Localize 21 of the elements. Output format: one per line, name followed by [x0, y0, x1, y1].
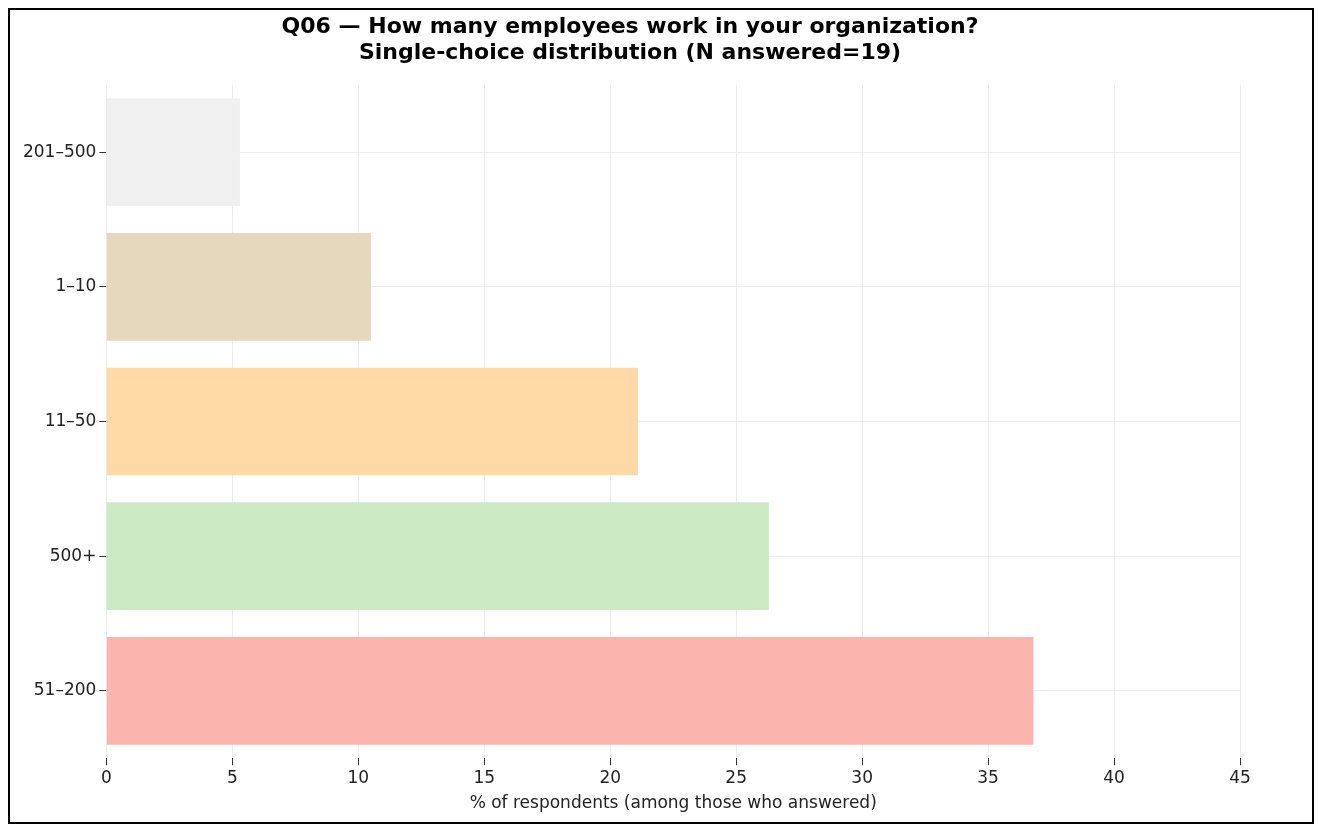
chart-title: Q06 — How many employees work in your organization? Single-choice distribution (N answered=19) — [281, 12, 979, 65]
bar — [106, 232, 371, 341]
x-axis-title: % of respondents (among those who answered) — [469, 792, 877, 813]
y-tick-label: 11–50 — [44, 409, 97, 430]
y-tick-label: 1–10 — [55, 275, 97, 296]
x-tick-label: 15 — [473, 766, 496, 787]
x-tick-label: 20 — [599, 766, 622, 787]
x-tick-label: 30 — [851, 766, 873, 787]
bar — [106, 502, 769, 611]
bar — [106, 636, 1034, 745]
x-tick-label: 40 — [1103, 766, 1125, 787]
bar — [106, 367, 638, 476]
x-tick-label: 0 — [100, 766, 112, 787]
x-tick-label: 45 — [1229, 766, 1251, 787]
y-tick-label: 500+ — [49, 544, 97, 565]
x-tick-label: 35 — [977, 766, 999, 787]
y-tick-label: 201–500 — [22, 140, 97, 161]
y-tick-label: 51–200 — [33, 679, 97, 700]
x-tick-label: 10 — [347, 766, 370, 787]
x-tick-label: 25 — [725, 766, 747, 787]
x-tick-label: 5 — [226, 766, 238, 787]
